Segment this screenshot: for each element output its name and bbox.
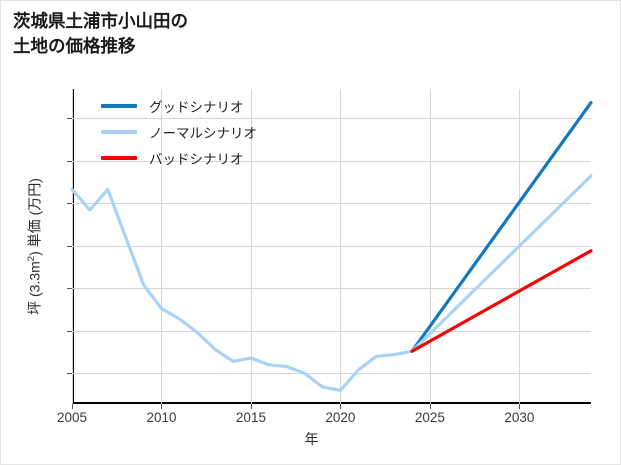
legend-item[interactable]: グッドシナリオ (101, 93, 257, 119)
y-tick-mark (67, 245, 72, 247)
legend: グッドシナリオ ノーマルシナリオ バッドシナリオ (101, 93, 257, 171)
x-tick-mark (429, 404, 431, 409)
y-axis-label-main: 坪 (3.3m (26, 261, 43, 315)
y-tick-mark (67, 160, 72, 162)
x-tick-label: 2005 (56, 410, 88, 425)
x-tick-mark (340, 404, 342, 409)
series-line (410, 249, 593, 353)
x-tick-label: 2030 (504, 410, 535, 425)
y-tick-mark (67, 373, 72, 375)
y-tick-mark (67, 117, 72, 119)
legend-label: バッドシナリオ (149, 152, 244, 167)
gridline-horizontal (72, 330, 591, 332)
gridline-horizontal (72, 245, 591, 247)
x-tick-label: 2020 (325, 410, 356, 425)
gridline-vertical (429, 89, 431, 404)
gridline-vertical (250, 89, 252, 404)
y-tick-mark (67, 203, 72, 205)
series-line (410, 101, 593, 353)
y-tick-mark (67, 288, 72, 290)
gridline-vertical (161, 89, 163, 404)
y-axis-label: 坪 (3.3m2) 単価 (万円) (21, 89, 43, 404)
legend-item[interactable]: バッドシナリオ (101, 145, 257, 171)
x-tick-mark (250, 404, 252, 409)
legend-color-swatch (101, 104, 137, 108)
legend-item[interactable]: ノーマルシナリオ (101, 119, 257, 145)
y-axis-label-superscript: 2 (26, 255, 37, 262)
gridline-horizontal (72, 160, 591, 162)
gridline-horizontal (72, 288, 591, 290)
x-tick-mark (72, 404, 73, 409)
legend-label: グッドシナリオ (149, 100, 244, 115)
x-tick-label: 2010 (146, 410, 177, 425)
series-line (70, 187, 414, 392)
x-tick-mark (519, 404, 521, 409)
x-axis-label: 年 (304, 431, 319, 447)
legend-label: ノーマルシナリオ (149, 126, 257, 141)
gridline-vertical (72, 89, 73, 404)
plot-area: 3.253.503.754.004.254.504.75 20052010201… (57, 89, 593, 425)
x-tick-label: 2025 (414, 410, 445, 425)
gridline-horizontal (72, 203, 591, 205)
series-lines (70, 101, 593, 392)
y-tick-mark (67, 330, 72, 332)
series-line (410, 174, 593, 353)
gridline-horizontal (72, 117, 591, 119)
page-title: 茨城県土浦市小山田の 土地の価格推移 (13, 11, 188, 56)
gridline-horizontal (72, 373, 591, 375)
x-tick-mark (161, 404, 163, 409)
y-axis-label-tail: ) 単価 (万円) (26, 178, 43, 256)
x-tick-label: 2015 (235, 410, 266, 425)
legend-color-swatch (101, 156, 137, 160)
legend-color-swatch (101, 130, 137, 134)
gridline-vertical (340, 89, 342, 404)
